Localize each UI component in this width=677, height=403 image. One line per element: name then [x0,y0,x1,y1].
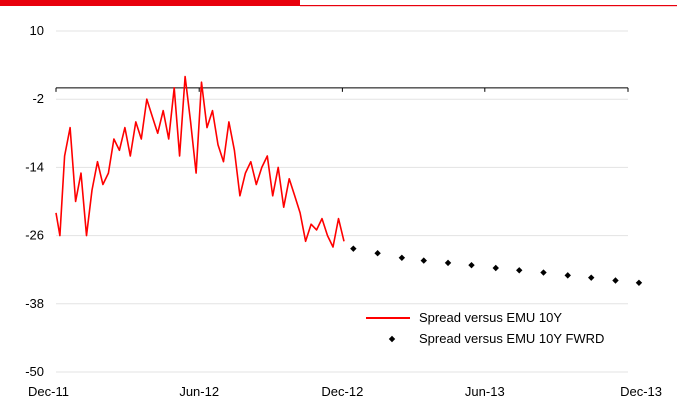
series-line-spread [55,75,345,248]
series-marker-fwrd [588,274,595,281]
x-tick-label: Dec-11 [28,384,69,399]
series-marker-fwrd [350,245,357,252]
header-bars [0,0,677,7]
series-marker-fwrd [420,257,427,264]
gridlines [56,30,628,373]
series-marker-fwrd [374,250,381,257]
series-marker-fwrd [516,267,523,274]
series-marker-fwrd [398,254,406,261]
series-marker-fwrd [444,259,452,267]
y-tick-label: -38 [25,296,44,311]
y-tick-label: -2 [32,91,44,106]
y-tick-label: -50 [25,364,44,379]
header-bar-thin [300,5,677,7]
y-axis-ticks: 10 -2 -14 -26 -38 -50 [25,23,44,379]
x-tick-label: Jun-12 [179,384,219,399]
y-tick-label: -14 [25,159,44,174]
header-bar-thick [0,0,300,6]
legend-label-fwrd: Spread versus EMU 10Y FWRD [419,331,604,346]
legend-swatch-marker [388,335,396,343]
x-tick-label: Dec-13 [620,384,662,399]
y-tick-label: -26 [25,228,44,243]
zero-reference-line [55,87,629,92]
x-tick-label: Dec-12 [321,384,363,399]
x-tick-label: Jun-13 [465,384,505,399]
legend-label-spread: Spread versus EMU 10Y [419,310,562,325]
series-marker-fwrd [540,269,547,276]
series-marker-fwrd [612,277,619,284]
series-marker-fwrd [492,264,499,272]
series-marker-fwrd [564,272,571,279]
y-tick-label: 10 [30,23,44,38]
legend: Spread versus EMU 10Y Spread versus EMU 1… [366,310,604,346]
series-marker-fwrd [635,279,643,286]
x-axis-ticks: Dec-11 Jun-12 Dec-12 Jun-13 Dec-13 [28,384,662,399]
series-marker-fwrd [468,261,475,269]
series-layer [55,75,643,286]
